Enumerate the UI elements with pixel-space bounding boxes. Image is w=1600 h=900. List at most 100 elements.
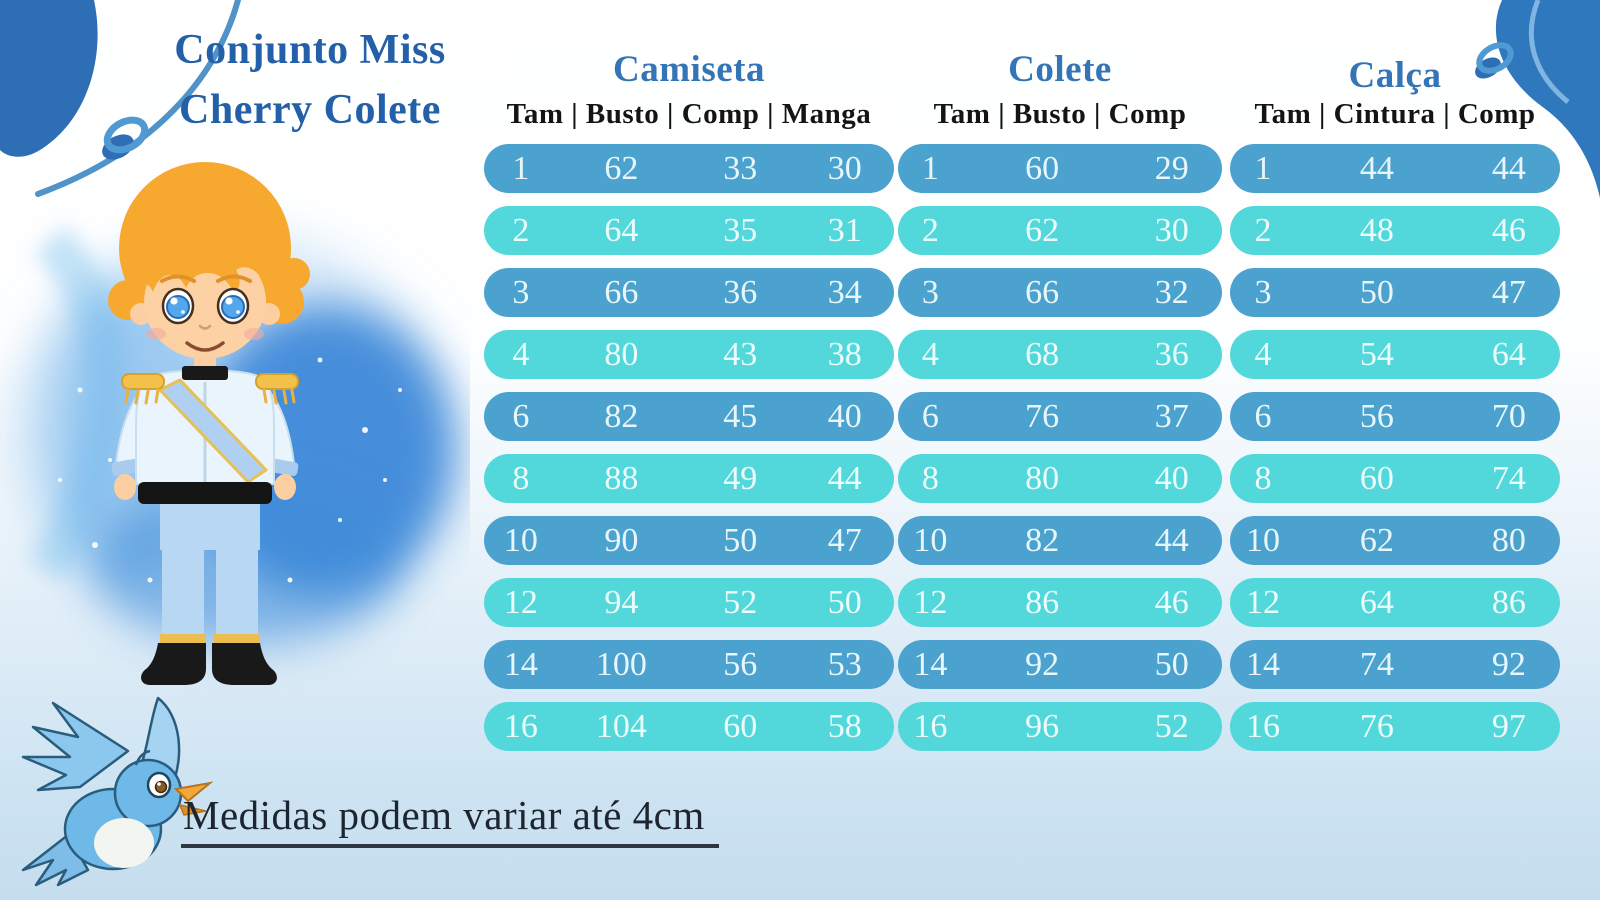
table-cell: 30 <box>1154 211 1189 249</box>
table-cell: 36 <box>723 273 758 311</box>
table-cell: 104 <box>595 707 647 745</box>
table-row: 16 104 60 58 <box>484 702 894 751</box>
table-cell: 40 <box>1154 459 1189 497</box>
table-cell: 64 <box>604 211 639 249</box>
table-cell: 6 <box>512 397 530 435</box>
table-cell: 76 <box>1359 707 1394 745</box>
table-cell: 48 <box>1359 211 1394 249</box>
table-row: 14 74 92 <box>1230 640 1560 689</box>
table-cell: 66 <box>604 273 639 311</box>
table-cell: 52 <box>723 583 758 621</box>
table-cell: 36 <box>1154 335 1189 373</box>
size-table-colete: Colete Tam | Busto | Comp 1 60 29 2 62 30 3 66 3… <box>898 48 1222 764</box>
table-cell: 74 <box>1359 645 1394 683</box>
table-cell: 16 <box>913 707 948 745</box>
table-cell: 82 <box>1025 521 1060 559</box>
table-row: 8 88 49 44 <box>484 454 894 503</box>
table-cell: 49 <box>723 459 758 497</box>
page-title-line1: Conjunto Miss <box>174 27 446 73</box>
table-cell: 14 <box>503 645 538 683</box>
table-cell: 46 <box>1491 211 1526 249</box>
table-row: 16 76 97 <box>1230 702 1560 751</box>
table-row: 4 68 36 <box>898 330 1222 379</box>
table-rows: 1 44 44 2 48 46 3 50 47 4 54 64 6 56 70 8 60 74 10 62 80 12 64… <box>1230 144 1560 751</box>
table-cell: 64 <box>1491 335 1526 373</box>
table-row: 12 94 52 50 <box>484 578 894 627</box>
table-cell: 80 <box>604 335 639 373</box>
table-cell: 8 <box>921 459 939 497</box>
table-cell: 50 <box>723 521 758 559</box>
table-cell: 50 <box>1359 273 1394 311</box>
table-cell: 56 <box>1359 397 1394 435</box>
table-cell: 31 <box>827 211 862 249</box>
table-row: 4 80 43 38 <box>484 330 894 379</box>
table-cell: 35 <box>723 211 758 249</box>
table-cell: 6 <box>1254 397 1272 435</box>
table-cell: 47 <box>827 521 862 559</box>
table-cell: 90 <box>604 521 639 559</box>
table-row: 10 82 44 <box>898 516 1222 565</box>
table-row: 2 64 35 31 <box>484 206 894 255</box>
table-row: 12 64 86 <box>1230 578 1560 627</box>
table-rows: 1 62 33 30 2 64 35 31 3 66 36 34 4 80 43 38 6 82 45 40 8 88 49… <box>484 144 894 751</box>
table-cell: 76 <box>1025 397 1060 435</box>
table-cell: 86 <box>1025 583 1060 621</box>
table-row: 2 48 46 <box>1230 206 1560 255</box>
table-cell: 14 <box>1246 645 1280 683</box>
table-cell: 97 <box>1491 707 1526 745</box>
table-cell: 46 <box>1154 583 1189 621</box>
table-cell: 47 <box>1491 273 1526 311</box>
table-cell: 34 <box>827 273 862 311</box>
table-cell: 38 <box>827 335 862 373</box>
table-row: 10 90 50 47 <box>484 516 894 565</box>
table-rows: 1 60 29 2 62 30 3 66 32 4 68 36 6 76 37 8 80 40 10 82 44 12 86… <box>898 144 1222 751</box>
table-cell: 37 <box>1154 397 1189 435</box>
table-cell: 92 <box>1025 645 1060 683</box>
table-row: 6 76 37 <box>898 392 1222 441</box>
table-cell: 56 <box>723 645 758 683</box>
table-title: Calça <box>1348 55 1442 96</box>
page-title: Conjunto Miss Cherry Colete <box>140 20 480 140</box>
table-cell: 70 <box>1491 397 1526 435</box>
table-row: 16 96 52 <box>898 702 1222 751</box>
table-cell: 33 <box>723 149 758 187</box>
table-cell: 16 <box>503 707 538 745</box>
table-cell: 14 <box>913 645 948 683</box>
table-cell: 3 <box>512 273 530 311</box>
table-row: 6 82 45 40 <box>484 392 894 441</box>
table-cell: 43 <box>723 335 758 373</box>
table-column-headers: Tam | Cintura | Comp <box>1254 98 1536 130</box>
table-cell: 6 <box>921 397 939 435</box>
table-cell: 88 <box>604 459 639 497</box>
table-row: 3 50 47 <box>1230 268 1560 317</box>
table-cell: 4 <box>921 335 939 373</box>
table-cell: 10 <box>503 521 538 559</box>
table-cell: 96 <box>1025 707 1060 745</box>
table-row: 3 66 32 <box>898 268 1222 317</box>
table-column-headers: Tam | Busto | Comp | Manga <box>506 98 872 130</box>
table-cell: 4 <box>512 335 530 373</box>
table-cell: 62 <box>1025 211 1060 249</box>
table-cell: 86 <box>1491 583 1526 621</box>
table-cell: 44 <box>1491 149 1526 187</box>
table-row: 8 60 74 <box>1230 454 1560 503</box>
table-column-headers: Tam | Busto | Comp <box>933 98 1187 130</box>
table-cell: 4 <box>1254 335 1272 373</box>
table-title: Camiseta <box>613 49 765 90</box>
page-title-line2: Cherry Colete <box>179 87 441 133</box>
table-cell: 62 <box>1359 521 1394 559</box>
table-cell: 8 <box>512 459 530 497</box>
table-cell: 12 <box>1246 583 1280 621</box>
table-cell: 3 <box>1254 273 1272 311</box>
table-cell: 100 <box>595 645 647 683</box>
table-cell: 53 <box>827 645 862 683</box>
table-cell: 16 <box>1246 707 1280 745</box>
table-cell: 10 <box>913 521 948 559</box>
table-cell: 1 <box>1254 149 1272 187</box>
table-cell: 40 <box>827 397 862 435</box>
table-row: 12 86 46 <box>898 578 1222 627</box>
table-row: 1 44 44 <box>1230 144 1560 193</box>
prince-boy-illustration <box>10 162 455 685</box>
table-cell: 44 <box>827 459 862 497</box>
